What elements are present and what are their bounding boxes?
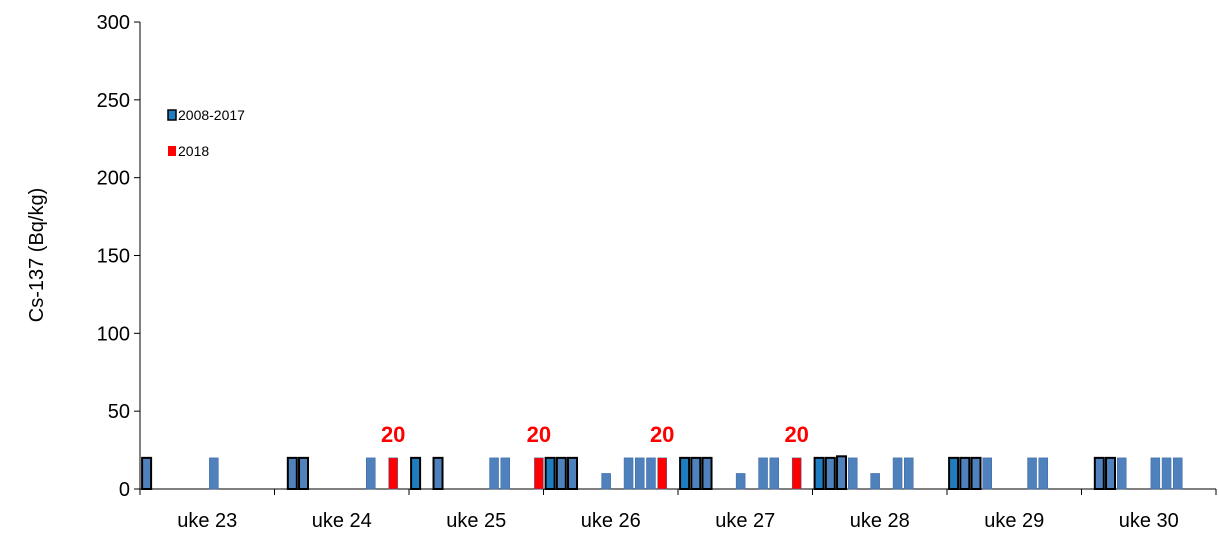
chart-bars [142, 456, 1182, 489]
y-tick-label: 50 [108, 401, 130, 423]
x-category-label: uke 26 [581, 510, 641, 532]
bar-2008-2017 [972, 458, 981, 489]
bar-2008-2017 [490, 458, 499, 489]
x-category-label: uke 23 [177, 510, 237, 532]
chart-annotations: 20 20 20 20 [381, 422, 809, 447]
bar-2008-2017 [635, 458, 644, 489]
bar-2018 [389, 458, 398, 489]
data-label-2018: 20 [381, 422, 405, 447]
bar-2008-2017 [624, 458, 633, 489]
bar-2008-2017 [736, 473, 745, 489]
y-tick-label: 150 [97, 246, 130, 268]
bar-2008-2017 [602, 473, 611, 489]
legend-swatch [168, 146, 176, 156]
bar-2008-2017 [1151, 458, 1160, 489]
bar-2008-2017 [871, 473, 880, 489]
legend-label: 2008-2017 [178, 107, 245, 123]
bar-2008-2017 [1039, 458, 1048, 489]
bar-2008-2017 [142, 458, 151, 489]
bar-2008-2017 [680, 458, 689, 489]
bar-2008-2017 [1095, 458, 1104, 489]
bar-2008-2017 [209, 458, 218, 489]
bar-2008-2017 [703, 458, 712, 489]
legend-swatch [168, 110, 176, 120]
bar-2008-2017 [288, 458, 297, 489]
x-category-label: uke 30 [1119, 510, 1179, 532]
y-tick-label: 200 [97, 168, 130, 190]
x-category-label: uke 27 [715, 510, 775, 532]
bar-2008-2017 [1173, 458, 1182, 489]
bar-2008-2017 [501, 458, 510, 489]
bar-2008-2017 [815, 458, 824, 489]
bar-2008-2017 [904, 458, 913, 489]
bar-2018 [792, 458, 801, 489]
bar-2008-2017 [546, 458, 555, 489]
bar-2008-2017 [770, 458, 779, 489]
data-label-2018: 20 [784, 422, 808, 447]
bar-2018 [658, 458, 667, 489]
data-label-2018: 20 [650, 422, 674, 447]
bar-2008-2017 [826, 458, 835, 489]
chart-legend: 2008-2017 2018 [168, 107, 245, 159]
bar-2008-2017 [848, 458, 857, 489]
y-tick-label: 300 [97, 12, 130, 34]
bar-2008-2017 [759, 458, 768, 489]
bar-2008-2017 [557, 458, 566, 489]
bar-2008-2017 [646, 458, 655, 489]
y-tick-label: 250 [97, 90, 130, 112]
bar-2008-2017 [299, 458, 308, 489]
bar-2008-2017 [1117, 458, 1126, 489]
bar-2008-2017 [411, 458, 420, 489]
bar-2018 [534, 458, 543, 489]
bar-2008-2017 [893, 458, 902, 489]
data-label-2018: 20 [527, 422, 551, 447]
legend-label: 2018 [178, 143, 209, 159]
bar-2008-2017 [837, 456, 846, 489]
bar-2008-2017 [1028, 458, 1037, 489]
x-category-label: uke 25 [446, 510, 506, 532]
bar-2008-2017 [568, 458, 577, 489]
y-tick-label: 0 [119, 479, 130, 501]
x-category-label: uke 29 [984, 510, 1044, 532]
bar-2008-2017 [366, 458, 375, 489]
chart-axes: 0 50 100 150 200 250 300 uke 23 uke 24 uke 25 uke … [26, 12, 1216, 532]
bar-2008-2017 [949, 458, 958, 489]
x-category-label: uke 24 [312, 510, 372, 532]
bar-2008-2017 [983, 458, 992, 489]
bar-2008-2017 [960, 458, 969, 489]
bar-2008-2017 [1162, 458, 1171, 489]
x-category-label: uke 28 [850, 510, 910, 532]
y-tick-label: 100 [97, 323, 130, 345]
bar-2008-2017 [1106, 458, 1115, 489]
bar-2008-2017 [691, 458, 700, 489]
y-axis-title: Cs-137 (Bq/kg) [26, 188, 48, 323]
bar-2008-2017 [434, 458, 443, 489]
